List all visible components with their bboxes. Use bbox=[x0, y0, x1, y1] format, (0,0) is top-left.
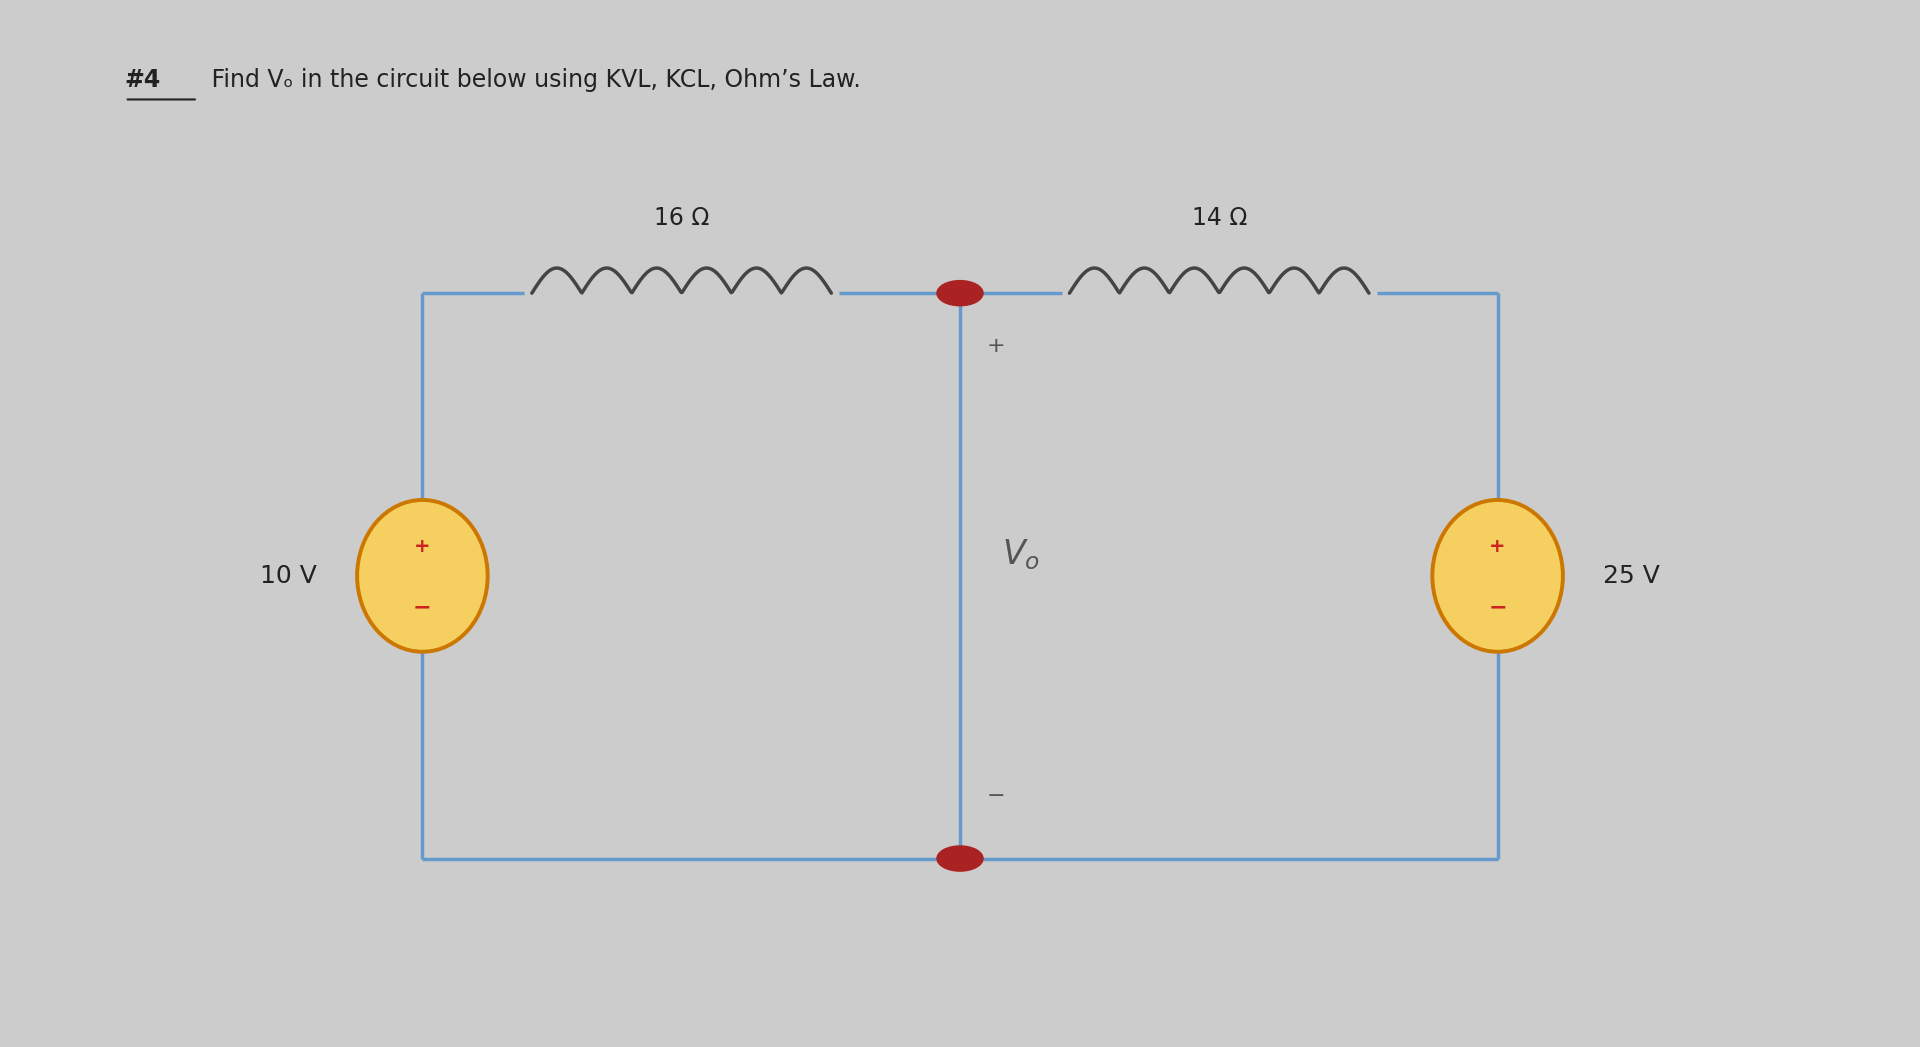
Text: +: + bbox=[1490, 537, 1505, 556]
Text: −: − bbox=[987, 785, 1006, 806]
Text: $V_o$: $V_o$ bbox=[1002, 537, 1041, 573]
Text: 14 Ω: 14 Ω bbox=[1192, 206, 1246, 230]
Circle shape bbox=[937, 846, 983, 871]
Text: −: − bbox=[413, 597, 432, 618]
Text: 25 V: 25 V bbox=[1603, 564, 1661, 587]
Text: 16 Ω: 16 Ω bbox=[655, 206, 708, 230]
Text: #4: #4 bbox=[125, 68, 161, 92]
Ellipse shape bbox=[357, 500, 488, 651]
Text: +: + bbox=[415, 537, 430, 556]
Text: +: + bbox=[987, 335, 1006, 356]
Text: 10 V: 10 V bbox=[259, 564, 317, 587]
Text: Find Vₒ in the circuit below using KVL, KCL, Ohm’s Law.: Find Vₒ in the circuit below using KVL, … bbox=[204, 68, 860, 92]
Text: −: − bbox=[1488, 597, 1507, 618]
Circle shape bbox=[937, 281, 983, 306]
Ellipse shape bbox=[1432, 500, 1563, 651]
